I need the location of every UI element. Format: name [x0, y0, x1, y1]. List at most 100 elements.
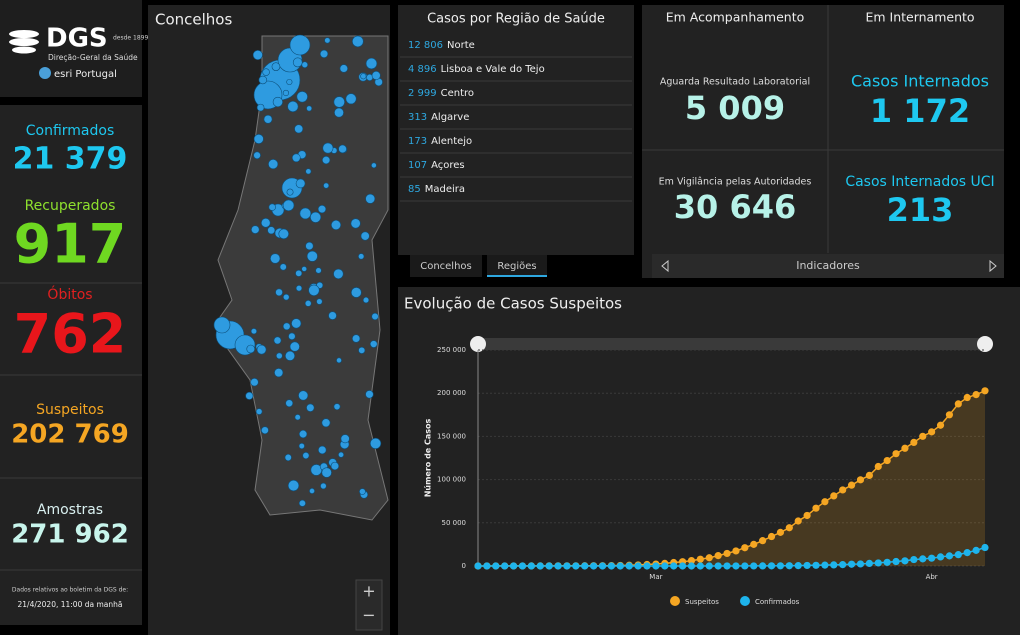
data-point	[678, 562, 687, 570]
y-tick-label: 250 000	[437, 346, 466, 354]
data-point	[963, 549, 971, 557]
stat-label: Amostras	[37, 502, 103, 518]
region-name: Açores	[431, 160, 465, 171]
prev-arrow[interactable]	[661, 259, 669, 273]
map-marker	[323, 182, 330, 189]
zoom-box[interactable]	[355, 579, 383, 631]
slider-handle[interactable]	[977, 336, 993, 352]
legend-label: Suspeitos	[685, 598, 719, 606]
map-marker	[322, 155, 331, 165]
data-point	[607, 562, 616, 570]
indicator-value: 30 646	[674, 188, 796, 226]
map-title: Concelhos	[155, 11, 232, 29]
data-point	[590, 562, 598, 570]
region-name: Alentejo	[431, 136, 472, 147]
data-point	[821, 561, 829, 569]
map-marker	[359, 488, 366, 495]
indicator-footer-label: Indicadores	[796, 259, 860, 272]
data-point	[501, 562, 509, 570]
region-name: Lisboa e Vale do Tejo	[441, 64, 545, 75]
regions-title: Casos por Região de Saúde	[427, 12, 605, 27]
map-marker	[334, 107, 344, 118]
map-marker	[299, 207, 312, 220]
map-marker	[267, 226, 276, 235]
tab[interactable]: Concelhos	[420, 261, 472, 272]
footnote: Dados relativos ao boletim da DGS de:	[12, 587, 128, 594]
range-slider[interactable]	[478, 338, 985, 350]
map-marker	[274, 368, 284, 378]
map-marker	[369, 437, 382, 450]
region-row: 313 Algarve	[408, 112, 469, 123]
map-marker	[246, 344, 256, 354]
tab-bg[interactable]	[410, 255, 482, 277]
map-marker	[345, 93, 357, 105]
stat-value: 762	[14, 303, 127, 366]
data-point	[865, 559, 873, 568]
map-marker	[309, 488, 315, 494]
data-point	[767, 532, 776, 541]
map-marker	[250, 378, 259, 387]
map-marker	[258, 75, 268, 85]
map-marker	[289, 341, 300, 352]
map-marker	[289, 34, 311, 56]
map-marker	[251, 225, 260, 234]
data-point	[474, 562, 482, 570]
map-marker	[306, 105, 313, 112]
data-point	[865, 471, 873, 479]
stat-value: 202 769	[11, 420, 129, 450]
next-arrow[interactable]	[989, 259, 997, 273]
data-point	[812, 504, 820, 512]
data-point	[563, 562, 571, 570]
map-land	[217, 35, 389, 521]
map-marker	[286, 188, 294, 196]
data-point	[723, 562, 731, 570]
stat-value: 271 962	[11, 520, 129, 550]
map-marker	[352, 334, 361, 343]
zoom-out[interactable]: −	[362, 606, 375, 625]
region-row: 173 Alentejo	[408, 136, 472, 147]
tab[interactable]: Regiões	[497, 261, 536, 272]
map-marker	[333, 268, 344, 280]
map-marker	[317, 204, 327, 214]
plot: 0 50 000 100 000 150 000 200 000 250 000 Mar Ab…	[437, 346, 989, 606]
slider-handle[interactable]	[470, 336, 486, 352]
data-point	[794, 562, 802, 570]
data-point	[661, 562, 669, 570]
map-marker	[284, 453, 292, 462]
stat-value: 21 379	[13, 142, 128, 177]
regions-panel	[398, 5, 634, 255]
tab-bg[interactable]	[487, 255, 547, 277]
y-tick-label: 0	[462, 562, 466, 570]
stat-label: Suspeitos	[36, 402, 104, 418]
data-point	[830, 561, 838, 569]
data-point	[625, 562, 633, 570]
map-marker	[282, 322, 291, 331]
zoom-in[interactable]: +	[362, 582, 375, 601]
map-marker	[295, 269, 303, 277]
map-marker	[365, 57, 378, 70]
map-marker	[360, 231, 370, 241]
map-marker	[362, 296, 370, 304]
map-marker	[295, 178, 306, 189]
footnote-date: 21/4/2020, 11:00 da manhã	[18, 600, 123, 609]
region-name: Centro	[441, 88, 474, 99]
indicator-label: Em Vigilância pelas Autoridades	[659, 177, 812, 188]
indicator-label: Casos Internados	[851, 72, 989, 91]
map-marker	[270, 253, 281, 264]
data-point	[554, 562, 562, 570]
indicator-footer	[652, 254, 1004, 278]
x-tick-label: Abr	[926, 573, 938, 581]
region-value: 85	[408, 184, 421, 195]
partner: esri Portugal	[54, 69, 117, 80]
data-point	[581, 562, 589, 570]
map-marker	[371, 312, 379, 321]
map-marker	[298, 390, 309, 401]
data-point	[892, 450, 900, 458]
data-point	[687, 556, 696, 565]
data-point	[767, 562, 776, 570]
map-marker	[298, 499, 306, 507]
map-marker	[213, 316, 231, 334]
data-point	[936, 553, 945, 561]
data-point	[847, 560, 856, 568]
